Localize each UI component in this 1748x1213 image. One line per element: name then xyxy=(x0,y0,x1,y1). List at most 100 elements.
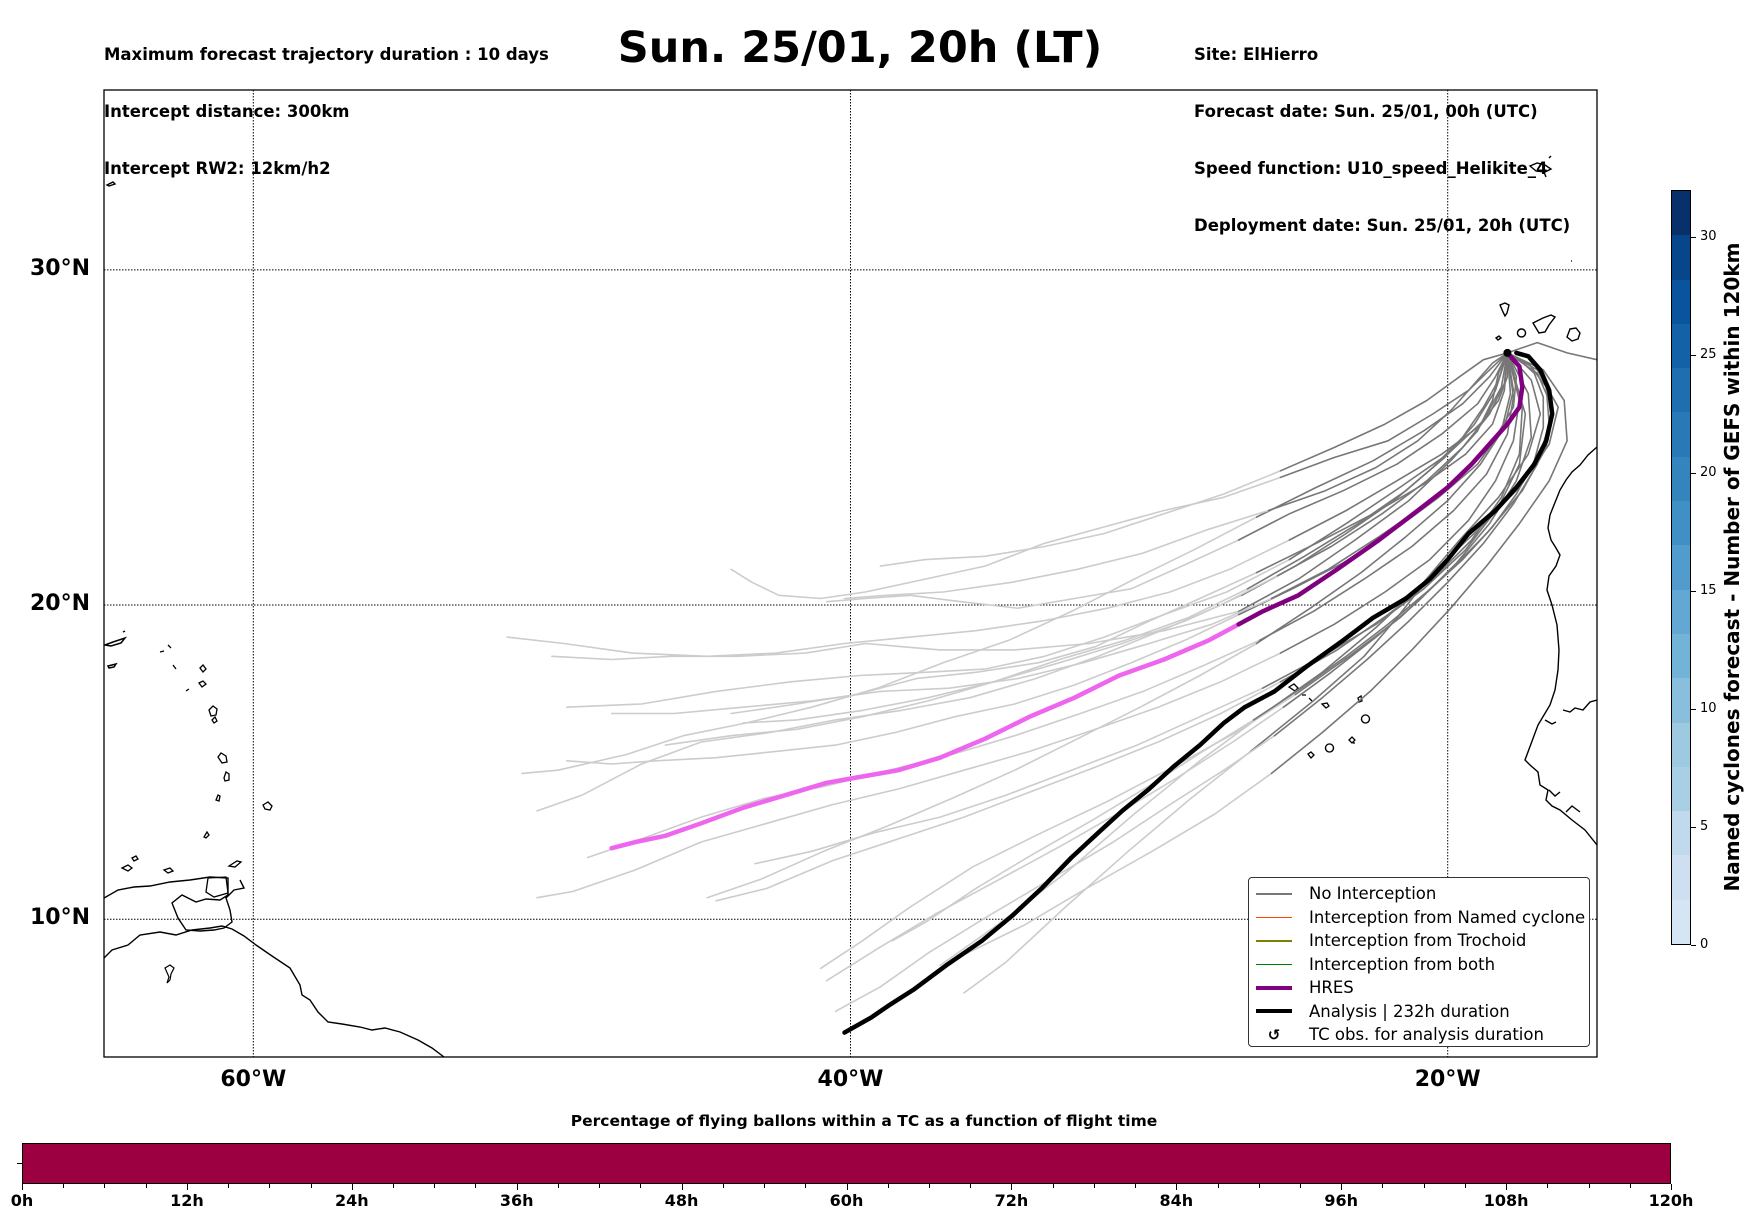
flight-time-major-tick xyxy=(516,1184,518,1190)
colorbar-segment xyxy=(1672,811,1690,856)
legend: No Interception Interception from Named c… xyxy=(1248,877,1590,1047)
coastline-south-america xyxy=(104,925,445,1057)
ensemble-track xyxy=(1282,352,1533,709)
forecast-date-text: Forecast date: Sun. 25/01, 00h (UTC) xyxy=(1194,102,1538,121)
colorbar-segment xyxy=(1672,190,1690,236)
flight-time-minor-tick xyxy=(928,1184,930,1188)
max-duration-text: Maximum forecast trajectory duration : 1… xyxy=(104,45,549,64)
colorbar-segment xyxy=(1672,235,1690,280)
islands-cape-verde xyxy=(1287,683,1371,759)
legend-item: Interception from both xyxy=(1249,953,1589,977)
colorbar xyxy=(1671,190,1691,945)
flight-time-major-tick xyxy=(1341,1184,1343,1190)
flight-time-minor-tick xyxy=(1052,1184,1054,1188)
colorbar-segment xyxy=(1672,368,1690,413)
colorbar-tick-label: 20 xyxy=(1700,465,1717,481)
ensemble-track xyxy=(1276,352,1509,577)
flight-time-bar-title: Percentage of flying ballons within a TC… xyxy=(570,1112,1158,1130)
island-curacao xyxy=(120,855,139,872)
legend-label: TC obs. for analysis duration xyxy=(1309,1025,1544,1045)
colorbar-segment xyxy=(1672,899,1690,944)
flight-time-minor-tick xyxy=(63,1184,65,1188)
colorbar-segment xyxy=(1672,279,1690,324)
ensemble-track-faded xyxy=(610,597,1273,715)
flight-time-minor-tick xyxy=(269,1184,271,1188)
tc-obs-marker-icon: ↺ xyxy=(1267,1025,1281,1044)
analysis-track xyxy=(842,350,1555,1035)
flight-time-major-tick xyxy=(1176,1184,1178,1190)
ensemble-track-faded xyxy=(551,610,1240,661)
deployment-date-text: Deployment date: Sun. 25/01, 20h (UTC) xyxy=(1194,216,1571,235)
ensemble-track xyxy=(1255,352,1509,518)
flight-time-minor-tick xyxy=(1093,1184,1095,1188)
island-tenerife xyxy=(1532,314,1557,334)
ensemble-track xyxy=(1279,352,1509,472)
flight-time-minor-tick xyxy=(1629,1184,1631,1188)
ensemble-track xyxy=(1294,352,1553,696)
flight-time-tick-label: 12h xyxy=(170,1191,204,1210)
ensemble-track xyxy=(1255,352,1509,574)
ensemble-track-faded xyxy=(506,539,1291,658)
flight-time-major-tick xyxy=(1671,1184,1672,1190)
lat-label: 10°N xyxy=(29,905,90,931)
ensemble-track xyxy=(1255,352,1515,645)
ensemble-track-faded xyxy=(960,772,1273,958)
flight-time-minor-tick xyxy=(1423,1184,1425,1188)
colorbar-tick xyxy=(1691,709,1696,711)
flight-time-bar-ytick xyxy=(17,1163,22,1164)
legend-label: Analysis | 232h duration xyxy=(1309,1001,1510,1021)
ensemble-track-faded xyxy=(536,574,1279,812)
flight-time-minor-tick xyxy=(887,1184,889,1188)
ensemble-track-faded xyxy=(536,652,1282,899)
legend-line xyxy=(1256,985,1292,990)
ensemble-track xyxy=(1267,352,1542,712)
flight-time-major-tick xyxy=(1506,1184,1508,1190)
colorbar-segment xyxy=(1672,766,1690,812)
flight-time-major-tick xyxy=(22,1184,23,1190)
legend-item: Analysis | 232h duration xyxy=(1249,1000,1589,1024)
island-tobago xyxy=(227,860,243,868)
flight-time-minor-tick xyxy=(722,1184,724,1188)
coastline-trinidad xyxy=(205,876,229,898)
colorbar-tick xyxy=(1691,591,1696,593)
flight-time-bar-fill xyxy=(23,1144,1670,1183)
flight-time-tick-label: 0h xyxy=(10,1191,34,1210)
coastlines xyxy=(104,155,1597,1057)
ensemble-track-faded xyxy=(939,709,1270,967)
flight-time-major-tick xyxy=(681,1184,683,1190)
coastline-africa xyxy=(1524,446,1597,846)
colorbar-tick xyxy=(1691,945,1696,946)
colorbar-tick-label: 0 xyxy=(1700,937,1709,952)
colorbar-segment xyxy=(1672,323,1690,369)
colorbar-segment xyxy=(1672,855,1690,900)
flight-time-minor-tick xyxy=(557,1184,559,1188)
ensemble-track xyxy=(1279,352,1509,479)
ensemble-track xyxy=(1270,352,1518,600)
flight-time-minor-tick xyxy=(1547,1184,1549,1188)
colorbar-tick-label: 5 xyxy=(1700,819,1709,835)
flight-time-minor-tick xyxy=(805,1184,807,1188)
colorbar-tick xyxy=(1691,355,1696,357)
legend-item: Interception from Named cyclone xyxy=(1249,906,1589,930)
flight-time-minor-tick xyxy=(764,1184,766,1188)
legend-line xyxy=(1256,1009,1292,1014)
flight-time-minor-tick xyxy=(599,1184,601,1188)
trajectory-layer xyxy=(506,341,1597,1035)
ensemble-track xyxy=(1252,352,1545,721)
island-gomera xyxy=(1516,328,1527,338)
coastline-venezuela xyxy=(104,876,246,932)
colorbar-tick-label: 15 xyxy=(1700,583,1717,599)
flight-time-minor-tick xyxy=(228,1184,230,1188)
ensemble-track-faded xyxy=(754,687,1264,865)
flight-time-major-tick xyxy=(1011,1184,1013,1190)
ensemble-track xyxy=(1270,352,1568,775)
header-site-info: Site: ElHierro Forecast date: Sun. 25/01… xyxy=(1194,7,1570,254)
flight-time-tick-label: 84h xyxy=(1159,1191,1194,1210)
legend-label: Interception from both xyxy=(1309,954,1496,974)
legend-label: Interception from Named cyclone xyxy=(1309,907,1586,927)
colorbar-segment xyxy=(1672,501,1690,546)
flight-time-major-tick xyxy=(186,1184,188,1190)
flight-time-minor-tick xyxy=(1217,1184,1219,1188)
legend-line xyxy=(1256,963,1292,965)
